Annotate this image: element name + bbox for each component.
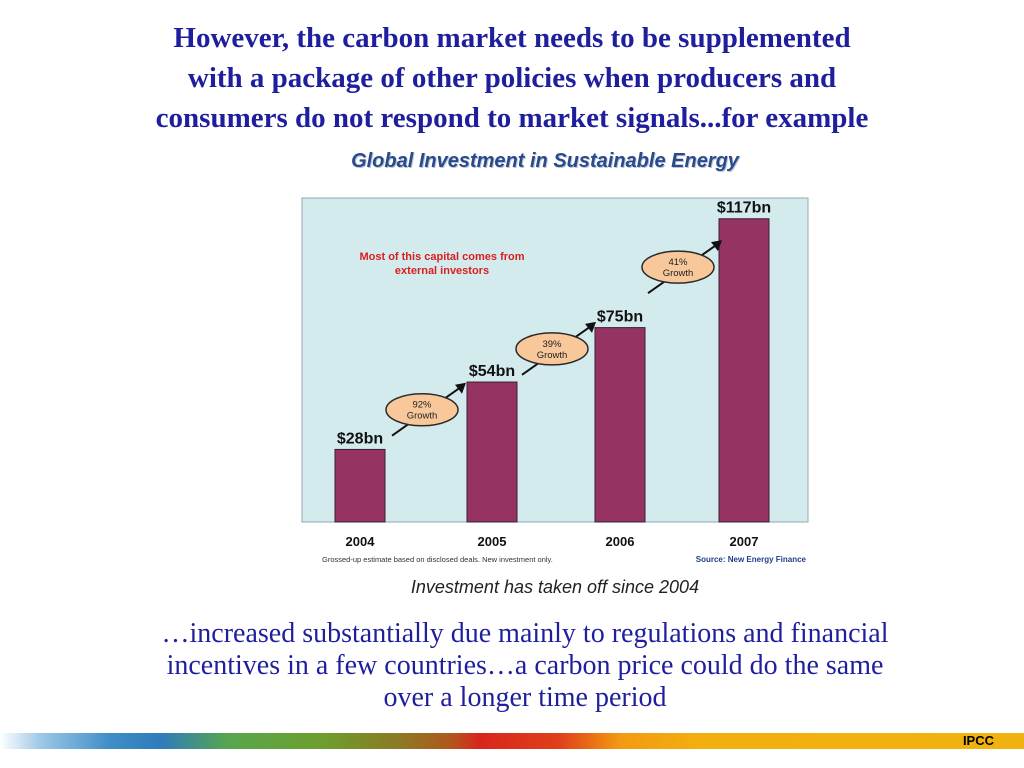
growth-percent: 41% (668, 257, 688, 268)
investment-bar-chart: Most of this capital comes from external… (301, 197, 809, 564)
callout-text-line: external investors (395, 265, 489, 277)
bar (718, 218, 770, 523)
body-line: incentives in a few countries…a carbon p… (166, 650, 884, 681)
chart-caption: Investment has taken off since 2004 (410, 577, 700, 597)
growth-badge (641, 250, 715, 284)
x-tick-label: 2004 (346, 534, 376, 549)
bar-value-label: $75bn (597, 309, 643, 326)
bar (594, 327, 646, 523)
growth-arrow-head (711, 240, 722, 252)
growth-label: Growth (407, 411, 438, 422)
bar-value-label: $54bn (469, 363, 515, 380)
growth-annotation: 39%Growth (515, 321, 596, 376)
x-tick-label: 2005 (478, 534, 507, 549)
body-line: …increased substantially due mainly to r… (161, 618, 889, 649)
chart-footnote: Grossed-up estimate based on disclosed d… (322, 555, 553, 564)
bar-value-label: $117bn (717, 200, 771, 217)
body-text: …increased substantially due mainly to r… (60, 618, 990, 714)
chart-title: Global Investment in Sustainable Energy (351, 150, 739, 172)
growth-badge (515, 332, 589, 366)
footer-label: IPCC (962, 733, 994, 748)
growth-badge (385, 392, 459, 427)
bars-layer: $28bn 2004 $54bn 2005 $75bn 2006 $117bn 2007 (334, 200, 771, 549)
growth-arrow-head (455, 382, 466, 394)
bar-value-label: $28bn (337, 430, 383, 447)
growth-arrow-head (585, 321, 596, 333)
x-tick-label: 2007 (730, 534, 759, 549)
bar (466, 381, 518, 523)
headline-line: consumers do not respond to market signa… (155, 102, 869, 134)
headline-line: However, the carbon market needs to be s… (173, 22, 851, 54)
growth-percent: 92% (412, 400, 432, 411)
footer-color-bar (0, 733, 1024, 749)
body-line: over a longer time period (383, 682, 667, 713)
growth-annotation: 41%Growth (641, 240, 722, 294)
callout-text-line: Most of this capital comes from (359, 251, 524, 263)
growth-label: Growth (537, 350, 568, 361)
slide-headline: However, the carbon market needs to be s… (40, 18, 984, 138)
growth-label: Growth (663, 268, 694, 279)
headline-line: with a package of other policies when pr… (187, 62, 837, 94)
growth-percent: 39% (542, 339, 562, 350)
chart-source: Source: New Energy Finance (696, 555, 807, 564)
growth-annotation: 92%Growth (385, 382, 466, 437)
x-tick-label: 2006 (606, 534, 635, 549)
bar (334, 448, 386, 523)
